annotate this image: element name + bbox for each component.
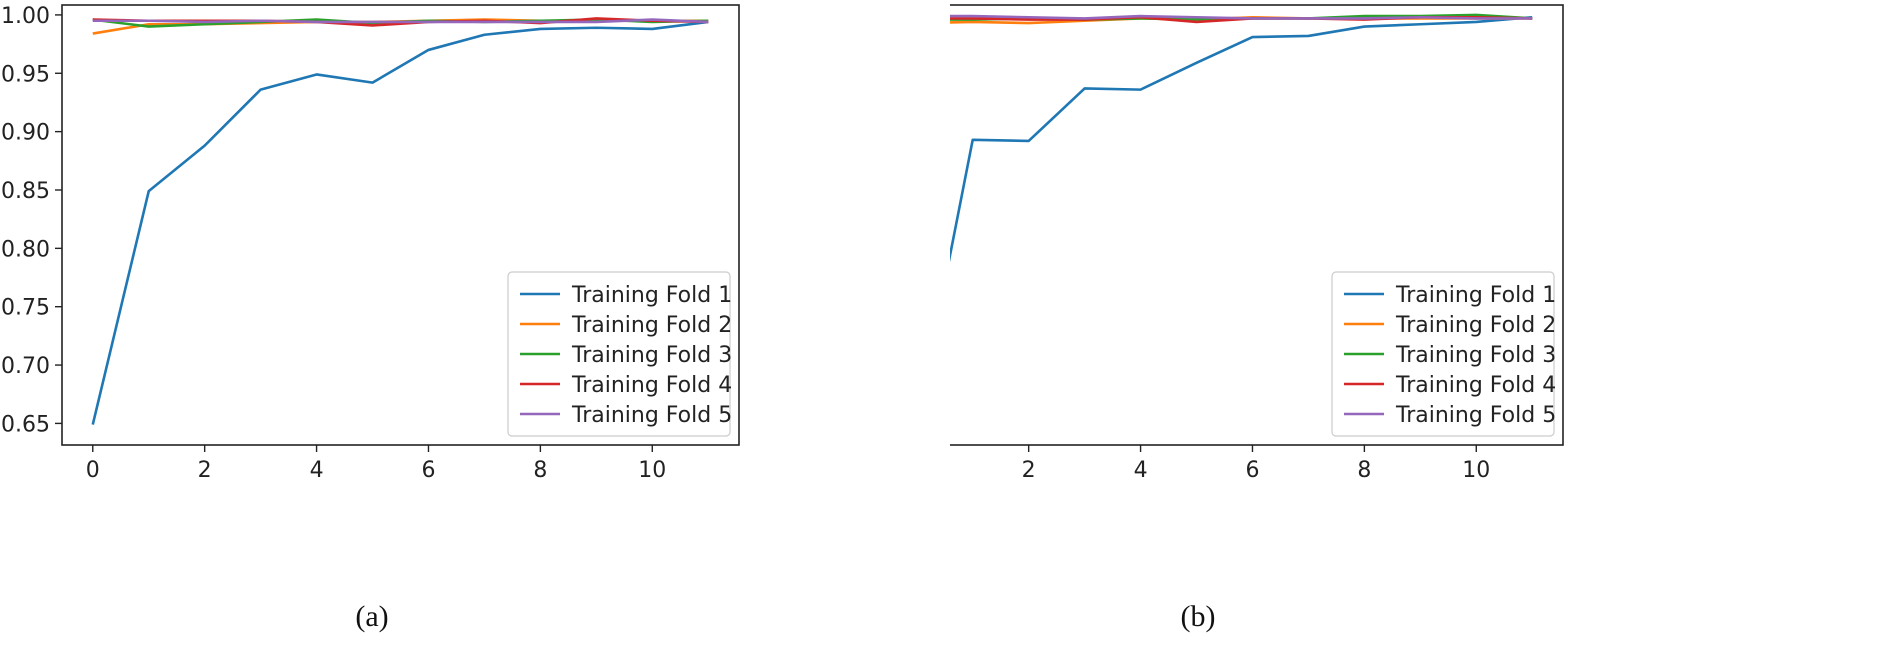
- chart-panel-a: 0 2 4 6 8 10 0.65 0.70 0.75 0.80 0.85 0.90 0.95 1.00 T…: [1, 4, 740, 633]
- chart-panel-b: 02468100.650.700.750.800.850.900.951.00T…: [950, 0, 1900, 649]
- line-chart-a: 0 2 4 6 8 10 0.65 0.70 0.75 0.80 0.85 0.90 0.95 1.00 T…: [1, 4, 740, 483]
- x-tick-label: 6: [421, 458, 435, 483]
- y-tick-label: 1.00: [1, 4, 50, 29]
- legend-label-fold-2: Training Fold 2: [1395, 313, 1556, 338]
- legend-box: [507, 271, 731, 437]
- legend-label-fold-1: Training Fold 1: [571, 283, 732, 308]
- x-tick-label: 4: [1134, 458, 1148, 483]
- legend-label-fold-1: Training Fold 1: [1395, 283, 1556, 308]
- legend-box: [1331, 271, 1555, 437]
- series-line-fold-1: [91, 20, 709, 425]
- x-tick-label: 0: [86, 458, 100, 483]
- y-tick-label: 0.90: [1, 121, 50, 146]
- legend-label-fold-4: Training Fold 4: [571, 373, 732, 398]
- x-tick-label: 10: [1462, 458, 1490, 483]
- plot-frame: [61, 4, 740, 446]
- legend: Training Fold 1 Training Fold 2 Training F…: [1331, 271, 1556, 437]
- legend-label-fold-2: Training Fold 2: [571, 313, 732, 338]
- y-tick-label: 0.70: [1, 354, 50, 379]
- legend-label-fold-3: Training Fold 3: [571, 343, 732, 368]
- x-tick-label: 4: [310, 458, 324, 483]
- caption-b: (b): [1180, 600, 1216, 633]
- x-tick-label: 8: [533, 458, 547, 483]
- legend-label-fold-3: Training Fold 3: [1395, 343, 1556, 368]
- series-line-fold-5: [92, 18, 709, 24]
- x-tick-label: 6: [1245, 458, 1259, 483]
- x-tick-label: 2: [198, 458, 212, 483]
- legend-label-fold-5: Training Fold 5: [1395, 403, 1556, 428]
- y-tick-label: 0.65: [1, 412, 50, 437]
- x-tick-label: 2: [1022, 458, 1036, 483]
- legend-label-fold-5: Training Fold 5: [571, 403, 732, 428]
- y-tick-label: 0.80: [1, 237, 50, 262]
- legend-label-fold-4: Training Fold 4: [1395, 373, 1556, 398]
- series-line-fold-1: [950, 15, 1533, 263]
- caption-a: (a): [355, 600, 389, 633]
- line-chart-b: 02468100.650.700.750.800.850.900.951.00T…: [950, 4, 1564, 483]
- y-tick-label: 0.95: [1, 62, 50, 87]
- plot-frame: [950, 4, 1564, 446]
- x-tick-label: 8: [1357, 458, 1371, 483]
- legend: Training Fold 1 Training Fold 2 Training F…: [507, 271, 732, 437]
- y-tick-label: 0.85: [1, 179, 50, 204]
- x-tick-label: 10: [638, 458, 666, 483]
- y-tick-label: 0.75: [1, 296, 50, 321]
- series-line-fold-5: [950, 14, 1533, 20]
